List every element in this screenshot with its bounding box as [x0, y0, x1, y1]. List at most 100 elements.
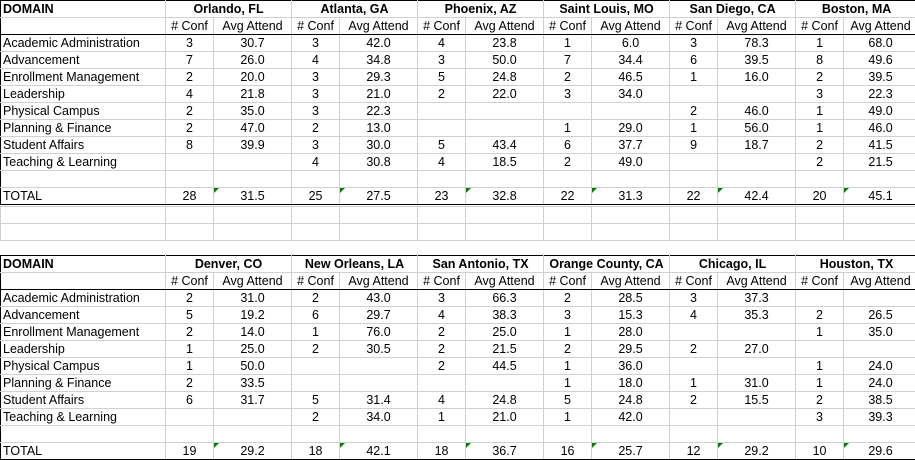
- avg-attend-header[interactable]: Avg Attend: [591, 272, 671, 290]
- conf-count-cell[interactable]: 1: [543, 408, 593, 426]
- conf-count-cell[interactable]: [669, 408, 719, 426]
- conf-count-cell[interactable]: 2: [543, 340, 593, 358]
- avg-attend-cell[interactable]: 35.0: [843, 323, 915, 341]
- total-avg-cell[interactable]: 29.2: [212, 442, 293, 460]
- conf-count-cell[interactable]: [795, 340, 845, 358]
- conf-count-cell[interactable]: 5: [417, 136, 467, 154]
- empty-cell[interactable]: [291, 206, 340, 224]
- empty-cell[interactable]: [0, 223, 166, 241]
- conf-count-cell[interactable]: 6: [165, 391, 214, 409]
- conf-count-cell[interactable]: [543, 102, 593, 120]
- avg-attend-cell[interactable]: 21.5: [843, 153, 915, 171]
- empty-cell[interactable]: [291, 223, 340, 241]
- avg-attend-cell[interactable]: 34.0: [339, 408, 419, 426]
- total-avg-cell[interactable]: 31.5: [212, 187, 293, 205]
- empty-cell[interactable]: [165, 425, 214, 443]
- domain-label[interactable]: Planning & Finance: [0, 374, 166, 392]
- avg-attend-cell[interactable]: [717, 323, 797, 341]
- avg-attend-cell[interactable]: 37.7: [591, 136, 671, 154]
- avg-attend-cell[interactable]: 42.0: [339, 34, 419, 52]
- avg-attend-cell[interactable]: 39.3: [843, 408, 915, 426]
- conf-count-cell[interactable]: 2: [417, 357, 467, 375]
- empty-cell[interactable]: [669, 206, 718, 224]
- conf-count-cell[interactable]: 6: [543, 136, 593, 154]
- empty-cell[interactable]: [717, 223, 796, 241]
- empty-cell[interactable]: [0, 206, 166, 224]
- empty-cell[interactable]: [465, 223, 544, 241]
- conf-count-cell[interactable]: 1: [417, 408, 467, 426]
- conf-count-cell[interactable]: 6: [669, 51, 719, 69]
- conf-count-cell[interactable]: 1: [543, 357, 593, 375]
- empty-cell[interactable]: [591, 425, 671, 443]
- avg-attend-cell[interactable]: 46.5: [591, 68, 671, 86]
- total-conf-cell[interactable]: 19: [165, 442, 214, 460]
- avg-attend-cell[interactable]: 21.0: [465, 408, 545, 426]
- conf-count-cell[interactable]: 4: [417, 34, 467, 52]
- empty-cell[interactable]: [543, 425, 593, 443]
- avg-attend-cell[interactable]: 30.0: [339, 136, 419, 154]
- conf-count-cell[interactable]: 1: [669, 119, 719, 137]
- empty-cell[interactable]: [165, 170, 214, 188]
- avg-attend-cell[interactable]: 15.3: [591, 306, 671, 324]
- empty-cell[interactable]: [717, 425, 797, 443]
- total-conf-cell[interactable]: 18: [417, 442, 467, 460]
- empty-cell[interactable]: [795, 425, 845, 443]
- avg-attend-cell[interactable]: 39.5: [717, 51, 797, 69]
- conf-count-cell[interactable]: 1: [165, 357, 214, 375]
- avg-attend-cell[interactable]: 24.8: [465, 391, 545, 409]
- avg-attend-cell[interactable]: 41.5: [843, 136, 915, 154]
- empty-cell[interactable]: [339, 425, 419, 443]
- conf-count-cell[interactable]: 3: [795, 85, 845, 103]
- domain-label[interactable]: Physical Campus: [0, 357, 166, 375]
- conf-count-cell[interactable]: [795, 289, 845, 307]
- domain-label[interactable]: Academic Administration: [0, 289, 166, 307]
- conf-count-cell[interactable]: 4: [165, 85, 214, 103]
- conf-count-cell[interactable]: 1: [165, 340, 214, 358]
- avg-attend-header[interactable]: Avg Attend: [212, 272, 293, 290]
- avg-attend-cell[interactable]: 25.0: [212, 340, 293, 358]
- empty-cell[interactable]: [212, 170, 293, 188]
- city-header[interactable]: Orange County, CA: [543, 255, 671, 273]
- conf-count-cell[interactable]: 2: [795, 136, 845, 154]
- conf-count-cell[interactable]: 7: [543, 51, 593, 69]
- avg-attend-cell[interactable]: 38.3: [465, 306, 545, 324]
- avg-attend-cell[interactable]: 38.5: [843, 391, 915, 409]
- empty-cell[interactable]: [669, 170, 719, 188]
- total-avg-cell[interactable]: 31.3: [591, 187, 671, 205]
- avg-attend-cell[interactable]: 49.0: [843, 102, 915, 120]
- domain-header[interactable]: DOMAIN: [0, 0, 166, 18]
- avg-attend-cell[interactable]: [465, 374, 545, 392]
- empty-cell[interactable]: [591, 223, 670, 241]
- conf-count-cell[interactable]: 3: [669, 34, 719, 52]
- avg-attend-cell[interactable]: 50.0: [465, 51, 545, 69]
- empty-cell[interactable]: [212, 425, 293, 443]
- domain-label[interactable]: Leadership: [0, 340, 166, 358]
- avg-attend-cell[interactable]: 34.4: [591, 51, 671, 69]
- conf-count-cell[interactable]: 2: [165, 68, 214, 86]
- conf-count-cell[interactable]: 1: [795, 374, 845, 392]
- conf-count-cell[interactable]: 1: [669, 68, 719, 86]
- domain-label[interactable]: Teaching & Learning: [0, 408, 166, 426]
- empty-cell[interactable]: [465, 170, 545, 188]
- city-header[interactable]: Denver, CO: [164, 255, 293, 273]
- conf-count-cell[interactable]: 3: [795, 408, 845, 426]
- avg-attend-cell[interactable]: 29.3: [339, 68, 419, 86]
- conf-count-cell[interactable]: 3: [417, 51, 467, 69]
- city-header[interactable]: San Antonio, TX: [417, 255, 545, 273]
- avg-attend-cell[interactable]: 18.0: [591, 374, 671, 392]
- avg-attend-cell[interactable]: 66.3: [465, 289, 545, 307]
- conf-count-cell[interactable]: [417, 102, 467, 120]
- avg-attend-cell[interactable]: 26.0: [212, 51, 293, 69]
- empty-cell[interactable]: [417, 223, 466, 241]
- total-conf-cell[interactable]: 22: [543, 187, 593, 205]
- conf-count-cell[interactable]: 4: [291, 153, 341, 171]
- avg-attend-cell[interactable]: [843, 340, 915, 358]
- avg-attend-cell[interactable]: 20.0: [212, 68, 293, 86]
- avg-attend-cell[interactable]: [339, 374, 419, 392]
- empty-cell[interactable]: [417, 206, 466, 224]
- conf-count-cell[interactable]: 2: [291, 289, 341, 307]
- conf-count-cell[interactable]: [669, 85, 719, 103]
- empty-cell[interactable]: [339, 170, 419, 188]
- avg-attend-cell[interactable]: 68.0: [843, 34, 915, 52]
- conf-header[interactable]: # Conf: [417, 17, 467, 35]
